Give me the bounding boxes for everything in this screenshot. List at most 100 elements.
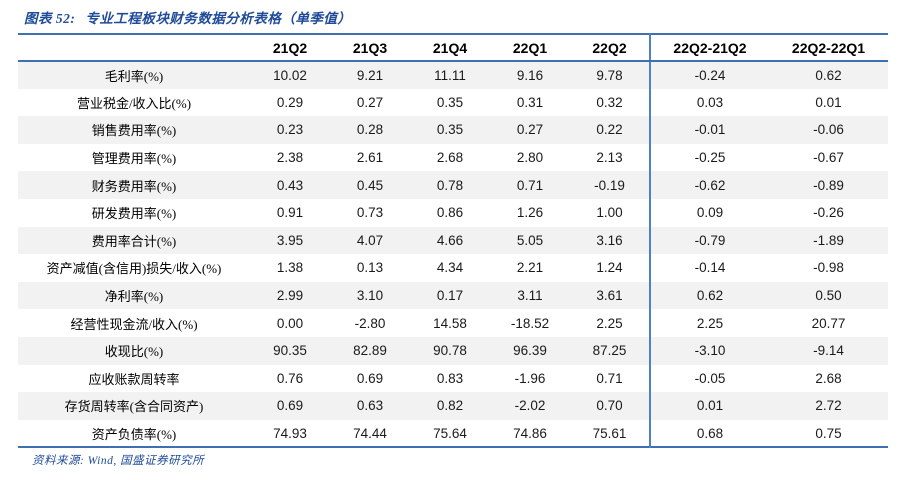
- column-header: 21Q4: [410, 34, 490, 62]
- cell-value: 74.44: [353, 425, 387, 441]
- row-label: 资产负债率(%): [91, 426, 177, 442]
- cell-value: -0.05: [649, 364, 769, 393]
- cell-value: 3.95: [276, 232, 304, 248]
- cell-value: 0.71: [516, 177, 544, 193]
- cell-value: 0.01: [815, 94, 842, 110]
- cell-value: -0.06: [813, 122, 844, 138]
- table-row: 资产减值(含信用)损失/收入(%) 1.38 0.13 4.34 2.21 1.24 -0.…: [18, 254, 888, 282]
- column-header: 22Q1: [490, 34, 570, 62]
- cell-value: 4.66: [436, 232, 464, 248]
- cell-value: -0.14: [649, 254, 769, 282]
- cell-value: -18.52: [510, 315, 550, 331]
- cell-value: 75.61: [592, 425, 627, 441]
- column-header: 21Q2: [250, 34, 330, 62]
- cell-value: 75.64: [433, 425, 467, 441]
- figure-title-text: 专业工程板块财务数据分析表格（单季值）: [85, 11, 352, 26]
- table-row: 经营性现金流/收入(%) 0.00 -2.80 14.58 -18.52 2.25 2.25…: [18, 309, 888, 337]
- cell-value: 0.13: [356, 260, 384, 276]
- cell-value: 0.27: [516, 122, 544, 138]
- cell-value: 9.21: [356, 67, 384, 83]
- cell-value: -0.89: [813, 177, 844, 193]
- cell-value: 0.68: [649, 419, 769, 448]
- table-row: 净利率(%) 2.99 3.10 0.17 3.11 3.61 0.62 0.50: [18, 281, 888, 310]
- cell-value: -9.14: [813, 343, 844, 359]
- cell-value: 0.83: [436, 370, 464, 386]
- cell-value: 74.93: [273, 425, 307, 441]
- cell-value: 0.35: [436, 94, 464, 110]
- cell-value: 2.13: [596, 150, 623, 166]
- cell-value: 3.16: [596, 232, 623, 248]
- cell-value: 5.05: [516, 232, 544, 248]
- cell-value: 0.31: [516, 94, 544, 110]
- column-header: 21Q3: [330, 34, 410, 62]
- cell-value: 1.00: [596, 205, 623, 221]
- table-row: 毛利率(%) 10.02 9.21 11.11 9.16 9.78 -0.24 0.62: [18, 61, 888, 89]
- cell-value: 14.58: [433, 315, 467, 331]
- cell-value: 0.43: [276, 177, 304, 193]
- row-label: 财务费用率(%): [91, 178, 177, 194]
- cell-value: -0.24: [649, 61, 769, 89]
- column-header: 22Q2: [570, 34, 650, 62]
- row-label: 费用率合计(%): [91, 233, 177, 249]
- cell-value: -0.01: [649, 116, 769, 144]
- column-header: 22Q2-21Q2: [649, 34, 769, 62]
- cell-value: 2.80: [516, 150, 544, 166]
- cell-value: 4.07: [356, 232, 384, 248]
- cell-value: 96.39: [513, 343, 547, 359]
- figure-title: 图表 52: 专业工程板块财务数据分析表格（单季值）: [24, 7, 351, 27]
- source-note: 资料来源: Wind, 国盛证券研究所: [32, 455, 205, 467]
- cell-value: 20.77: [811, 315, 846, 331]
- cell-value: -0.67: [813, 150, 844, 166]
- row-label: 销售费用率(%): [91, 123, 177, 139]
- row-label: 研发费用率(%): [91, 206, 177, 222]
- cell-value: 0.63: [356, 398, 384, 414]
- table-body: 毛利率(%) 10.02 9.21 11.11 9.16 9.78 -0.24 0.62 营业税…: [18, 61, 888, 448]
- cell-value: 0.75: [815, 425, 842, 441]
- cell-value: 0.35: [436, 122, 464, 138]
- cell-value: 0.86: [436, 205, 464, 221]
- cell-value: 3.11: [517, 288, 543, 304]
- cell-value: 0.71: [596, 370, 623, 386]
- cell-value: 1.24: [596, 260, 623, 276]
- cell-value: 0.70: [596, 398, 623, 414]
- row-label: 经营性现金流/收入(%): [70, 316, 198, 332]
- cell-value: -3.10: [649, 336, 769, 365]
- cell-value: -0.62: [649, 171, 769, 199]
- cell-value: 0.28: [356, 122, 384, 138]
- cell-value: 0.27: [356, 94, 384, 110]
- row-label: 收现比(%): [104, 344, 164, 360]
- cell-value: 0.09: [649, 198, 769, 227]
- cell-value: -1.89: [813, 232, 844, 248]
- cell-value: 2.72: [815, 398, 842, 414]
- cell-value: 2.25: [649, 309, 769, 337]
- cell-value: 74.86: [513, 425, 547, 441]
- table-row: 应收账款周转率 0.76 0.69 0.83 -1.96 0.71 -0.05 2.68: [18, 364, 888, 393]
- row-label: 净利率(%): [104, 289, 164, 305]
- table-row: 资产负债率(%) 74.93 74.44 75.64 74.86 75.61 0.68 0.7…: [18, 419, 888, 448]
- cell-value: 87.25: [592, 343, 627, 359]
- cell-value: 3.61: [596, 288, 623, 304]
- cell-value: 0.32: [596, 94, 623, 110]
- financial-data-table: 21Q2 21Q3 21Q4 22Q1 22Q2 22Q2-21Q2 22Q2-22Q1 毛…: [18, 33, 888, 449]
- cell-value: 0.69: [356, 370, 384, 386]
- cell-value: 0.69: [276, 398, 304, 414]
- cell-value: -2.02: [514, 398, 546, 414]
- cell-value: 9.78: [596, 67, 623, 83]
- cell-value: -0.25: [649, 143, 769, 172]
- cell-value: 0.62: [649, 281, 769, 310]
- row-label: 营业税金/收入比(%): [76, 95, 192, 111]
- table-row: 管理费用率(%) 2.38 2.61 2.68 2.80 2.13 -0.25 -0.67: [18, 143, 888, 172]
- cell-value: 0.22: [596, 122, 623, 138]
- cell-value: 0.91: [276, 205, 304, 221]
- row-label: 存货周转率(含合同资产): [64, 399, 204, 415]
- header-row: 21Q2 21Q3 21Q4 22Q1 22Q2 22Q2-21Q2 22Q2-22Q1: [18, 34, 888, 62]
- cell-value: 0.82: [436, 398, 464, 414]
- cell-value: 4.34: [436, 260, 464, 276]
- cell-value: 1.38: [276, 260, 304, 276]
- cell-value: 0.23: [276, 122, 304, 138]
- label-column-header: [18, 34, 250, 62]
- row-label: 应收账款周转率: [88, 371, 180, 387]
- row-label: 管理费用率(%): [91, 151, 177, 167]
- cell-value: 2.99: [276, 288, 304, 304]
- cell-value: 90.35: [273, 343, 307, 359]
